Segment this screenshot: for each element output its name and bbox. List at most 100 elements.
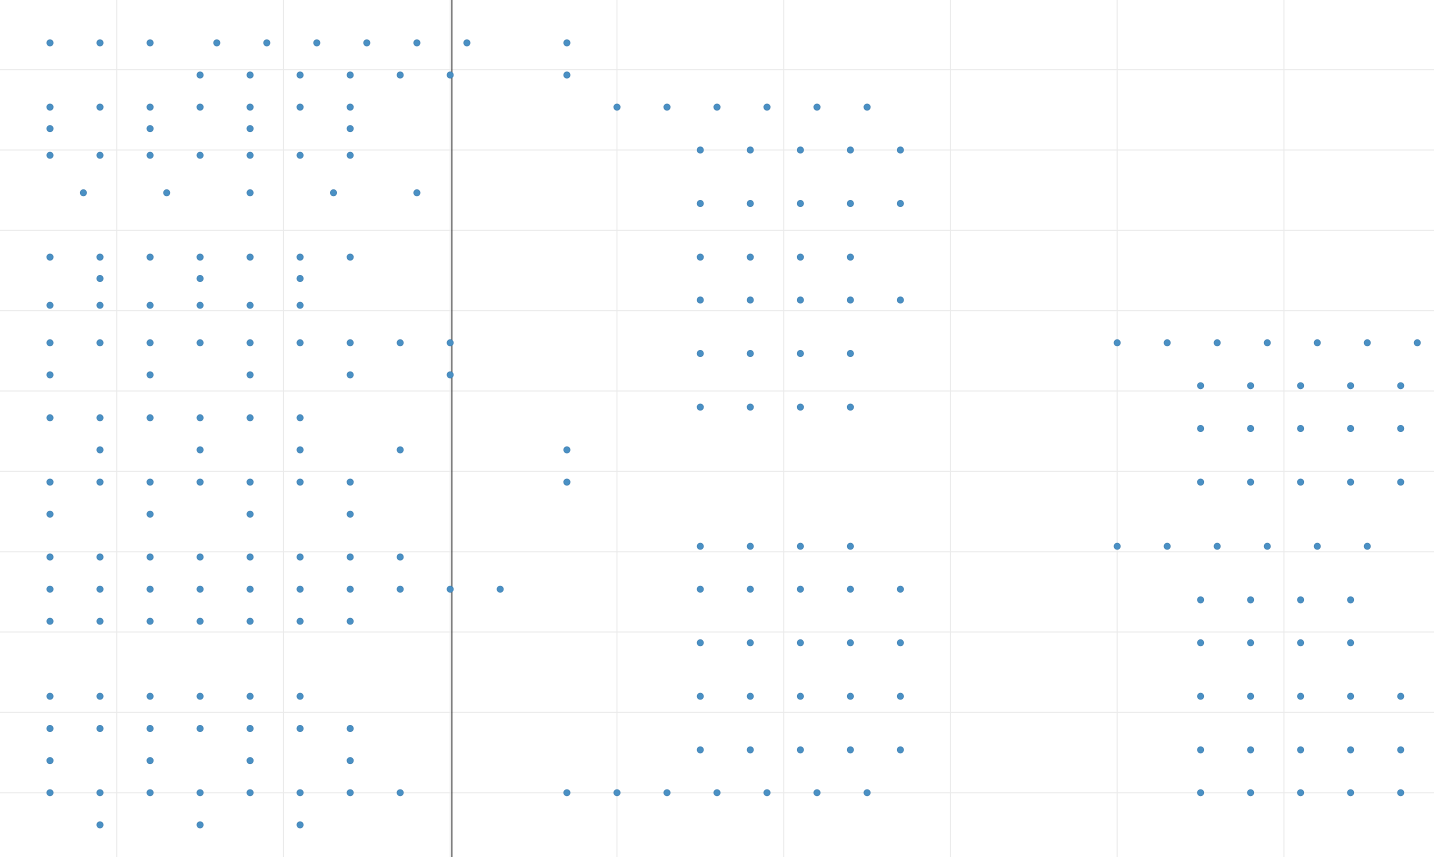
scatter-point <box>1347 596 1355 604</box>
scatter-point <box>1347 746 1355 754</box>
scatter-point <box>246 339 254 347</box>
scatter-point <box>1297 746 1305 754</box>
scatter-point <box>446 585 454 593</box>
scatter-point <box>863 789 871 797</box>
scatter-point <box>346 789 354 797</box>
scatter-point <box>296 724 304 732</box>
scatter-point <box>1197 639 1205 647</box>
scatter-point <box>346 103 354 111</box>
scatter-point <box>146 617 154 625</box>
scatter-point <box>796 692 804 700</box>
scatter-point <box>46 39 54 47</box>
scatter-point <box>346 724 354 732</box>
scatter-point <box>46 692 54 700</box>
scatter-point <box>246 510 254 518</box>
scatter-point <box>46 414 54 422</box>
scatter-point <box>713 103 721 111</box>
scatter-point <box>846 200 854 208</box>
scatter-point <box>846 542 854 550</box>
scatter-point <box>846 296 854 304</box>
scatter-point <box>196 414 204 422</box>
scatter-point <box>863 103 871 111</box>
scatter-point <box>96 617 104 625</box>
scatter-point <box>746 253 754 261</box>
scatter-point <box>196 339 204 347</box>
scatter-point <box>746 403 754 411</box>
scatter-point <box>96 301 104 309</box>
scatter-point <box>813 789 821 797</box>
scatter-point <box>146 253 154 261</box>
scatter-point <box>1263 339 1271 347</box>
scatter-point <box>46 789 54 797</box>
scatter-point <box>196 821 204 829</box>
scatter-point <box>746 746 754 754</box>
scatter-point <box>1163 542 1171 550</box>
scatter-point <box>96 446 104 454</box>
scatter-point <box>813 103 821 111</box>
scatter-point <box>296 553 304 561</box>
scatter-point <box>1197 746 1205 754</box>
scatter-point <box>196 478 204 486</box>
scatter-point <box>796 349 804 357</box>
scatter-point <box>246 724 254 732</box>
scatter-point <box>346 71 354 79</box>
scatter-point <box>79 189 87 197</box>
scatter-point <box>46 724 54 732</box>
scatter-point <box>396 585 404 593</box>
scatter-point <box>413 189 421 197</box>
scatter-point <box>346 151 354 159</box>
scatter-point <box>663 103 671 111</box>
scatter-point <box>246 253 254 261</box>
scatter-point <box>1347 789 1355 797</box>
scatter-point <box>696 253 704 261</box>
scatter-point <box>713 789 721 797</box>
scatter-point <box>46 339 54 347</box>
scatter-point <box>796 746 804 754</box>
scatter-point <box>1347 692 1355 700</box>
scatter-point <box>1197 478 1205 486</box>
scatter-point <box>763 789 771 797</box>
scatter-point <box>346 585 354 593</box>
scatter-point <box>1247 789 1255 797</box>
scatter-point <box>96 478 104 486</box>
scatter-point <box>1297 789 1305 797</box>
scatter-point <box>746 296 754 304</box>
scatter-point <box>346 510 354 518</box>
scatter-point <box>146 724 154 732</box>
scatter-point <box>1197 596 1205 604</box>
scatter-point <box>246 414 254 422</box>
scatter-point <box>846 639 854 647</box>
scatter-point <box>696 403 704 411</box>
scatter-point <box>46 151 54 159</box>
scatter-point <box>246 71 254 79</box>
scatter-point <box>96 692 104 700</box>
scatter-point <box>846 349 854 357</box>
scatter-point <box>96 789 104 797</box>
scatter-point <box>246 585 254 593</box>
scatter-point <box>1397 746 1405 754</box>
scatter-point <box>1197 424 1205 432</box>
scatter-point <box>146 553 154 561</box>
scatter-point <box>846 146 854 154</box>
scatter-point <box>96 274 104 282</box>
scatter-point <box>613 789 621 797</box>
scatter-point <box>1297 692 1305 700</box>
scatter-point <box>296 585 304 593</box>
scatter-point <box>1297 382 1305 390</box>
scatter-point <box>1397 692 1405 700</box>
scatter-point <box>96 151 104 159</box>
scatter-point <box>196 253 204 261</box>
scatter-point <box>196 103 204 111</box>
scatter-point <box>46 253 54 261</box>
scatter-point <box>246 301 254 309</box>
scatter-point <box>346 371 354 379</box>
scatter-point <box>96 253 104 261</box>
scatter-point <box>696 349 704 357</box>
scatter-point <box>296 103 304 111</box>
scatter-point <box>396 339 404 347</box>
scatter-point <box>196 585 204 593</box>
scatter-point <box>146 414 154 422</box>
scatter-point <box>246 125 254 133</box>
scatter-point <box>296 414 304 422</box>
